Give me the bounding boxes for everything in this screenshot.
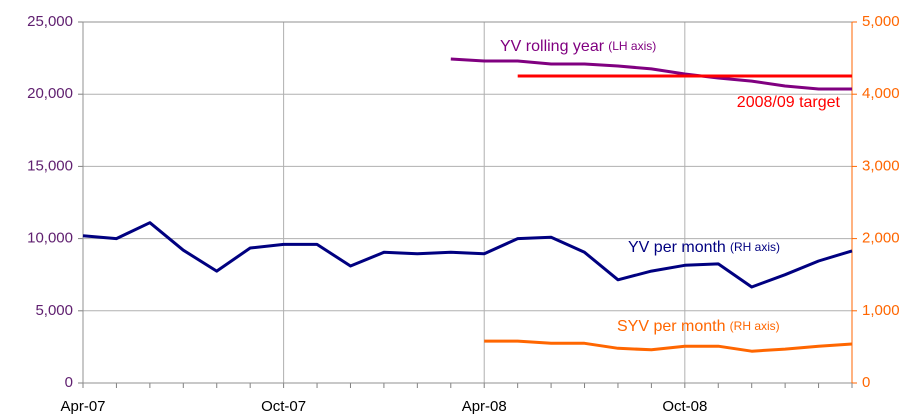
- y-tick-label: 15,000: [27, 157, 73, 174]
- x-tick-label: Oct-07: [261, 398, 306, 415]
- y-tick-label: 10,000: [27, 230, 73, 247]
- axis-note: (LH axis): [608, 39, 656, 53]
- y2-tick-label: 3,000: [862, 157, 900, 174]
- series-name: YV rolling year: [500, 38, 605, 55]
- series-name: 2008/09 target: [737, 94, 841, 111]
- y-tick-label: 25,000: [27, 13, 73, 30]
- y-tick-label: 0: [65, 374, 73, 391]
- series-line: [484, 339, 853, 353]
- x-tick-label: Apr-07: [60, 398, 105, 415]
- series-label: 2008/09 target: [737, 94, 841, 111]
- series-label: YV rolling year (LH axis): [500, 38, 656, 55]
- y2-tick-label: 1,000: [862, 302, 900, 319]
- y-tick-label: 5,000: [35, 302, 73, 319]
- series-label: SYV per month (RH axis): [617, 318, 780, 335]
- y2-tick-label: 0: [862, 374, 870, 391]
- series-name: YV per month: [628, 239, 726, 256]
- series-line: [82, 221, 853, 289]
- y2-tick-label: 2,000: [862, 230, 900, 247]
- series-label: YV per month (RH axis): [628, 239, 780, 256]
- y2-tick-label: 5,000: [862, 13, 900, 30]
- axis-note: (RH axis): [730, 319, 780, 333]
- y-tick-label: 20,000: [27, 85, 73, 102]
- y2-tick-label: 4,000: [862, 85, 900, 102]
- x-tick-label: Apr-08: [462, 398, 507, 415]
- axis-note: (RH axis): [730, 240, 780, 254]
- series-line: [450, 57, 852, 91]
- x-tick-label: Oct-08: [662, 398, 707, 415]
- series-name: SYV per month: [617, 318, 726, 335]
